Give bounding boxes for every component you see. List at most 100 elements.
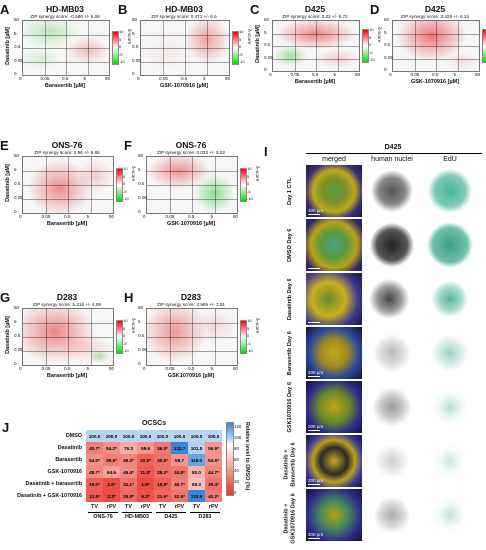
colorbar-tick: 10 — [247, 318, 252, 323]
x-tick-label: 0.05 — [40, 76, 50, 81]
heatmap-cell: 48.7* — [86, 466, 103, 478]
grid-line — [23, 171, 113, 172]
grid-line — [23, 199, 113, 200]
panel-label: J — [2, 420, 10, 435]
colorbar — [362, 29, 369, 63]
y-tick-label: 50 — [132, 17, 138, 22]
synergy-contour — [316, 48, 359, 69]
x-axis-label: GSK1070916 [µM] — [167, 373, 215, 379]
panel-title: D283 — [180, 292, 202, 302]
heatmap-cell: 30.6* — [154, 454, 171, 466]
human-nuclei-image — [364, 219, 420, 271]
y-tick-label: 5 — [138, 319, 141, 324]
y-tick-label: 0.5 — [132, 44, 139, 49]
x-tick-label: 5 — [203, 76, 206, 81]
y-tick-label: 0.5 — [264, 42, 271, 47]
grid-line — [23, 351, 113, 352]
synergy-map — [272, 20, 360, 72]
grid-line — [141, 61, 229, 62]
human-nuclei-image — [364, 435, 420, 487]
y-tick-label: 0.5 — [14, 333, 21, 338]
x-tick-label: 0.5 — [188, 214, 195, 219]
heatmap-cell: 40.2* — [205, 490, 222, 502]
heatmap-cell: 54.0* — [86, 454, 103, 466]
y-tick-label: 50 — [14, 153, 20, 158]
panel-label: C — [250, 2, 260, 17]
y-tick-label: 50 — [14, 305, 20, 310]
heatmap-cell: 30.4* — [205, 478, 222, 490]
colorbar-tick: -5 — [123, 188, 127, 194]
heatmap-cell: 59.6 — [137, 442, 154, 454]
colorbar-tick: 120 — [234, 424, 242, 429]
heatmap-cell: 100.0 — [154, 430, 171, 442]
grid-line — [163, 21, 164, 75]
group-bracket — [122, 512, 152, 513]
human-nuclei-image — [364, 273, 420, 325]
y-tick-label: 0 — [14, 209, 17, 214]
heatmap-cell: 28.2* — [154, 466, 171, 478]
synergy-map — [140, 20, 230, 76]
grid-line — [23, 48, 109, 49]
x-axis-label: Barasertib [µM] — [44, 83, 86, 89]
heatmap-cell: 15.9* — [154, 478, 171, 490]
grid-line — [337, 21, 338, 71]
synergy-contour — [23, 48, 62, 70]
panel-title: HD-MB03 — [165, 4, 203, 14]
y-tick-label: 0.05 — [14, 57, 23, 63]
synergy-map — [22, 20, 110, 76]
heatmap-cell: 100.0 — [120, 430, 137, 442]
synergy-panel-b: B HD-MB03 ZIP synergy score: 0.471 +/- 6.6… — [118, 2, 252, 130]
y-tick-label: 5 — [264, 29, 267, 35]
x-tick-label: 0.05 — [159, 76, 168, 81]
y-tick-label: 0.5 — [138, 333, 145, 338]
heatmap-cell: 100.0 — [205, 430, 222, 442]
y-tick-label: 0 — [384, 67, 387, 72]
colorbar — [116, 320, 123, 354]
y-tick-label: 5 — [384, 29, 387, 35]
colorbar-tick: 5 — [119, 36, 122, 42]
heatmap-cell: 100.0 — [188, 430, 205, 442]
panel-label: D — [370, 2, 380, 17]
panel-title: D425 — [384, 144, 402, 151]
merged-image — [306, 273, 362, 325]
y-tick-label: 0 — [14, 71, 17, 76]
scale-bar — [308, 322, 320, 323]
row-label: Dasatinib + GSK1070916 Day 6 — [283, 493, 297, 544]
header-rule — [306, 153, 482, 154]
colorbar — [240, 168, 247, 202]
y-tick-label: 5 — [132, 30, 135, 36]
zip-score: ZIP synergy score: 0.471 +/- 6.6 — [151, 14, 217, 19]
scale-bar — [308, 214, 320, 215]
heatmap-cell: 100.0 — [137, 430, 154, 442]
synergy-contour — [147, 309, 206, 363]
x-tick-label: 5 — [83, 76, 87, 81]
grid-line — [147, 171, 237, 172]
human-nuclei-image — [364, 489, 420, 541]
colorbar-tick: 10 — [239, 29, 244, 34]
synergy-panel-d: D D425 ZIP synergy score: 3.429 +/- 6.24 0 0… — [370, 2, 486, 126]
y-tick-label: 0.05 — [132, 57, 141, 63]
y-axis-label: Dasatinib [µM] — [255, 25, 261, 63]
y-tick-label: 50 — [264, 17, 270, 22]
colorbar-tick: 0 — [239, 44, 242, 49]
row-label: Day 1 CTL — [286, 177, 293, 205]
heatmap-cell: 54.9* — [205, 454, 222, 466]
heatmap-row-label: DMSO — [65, 433, 82, 439]
y-tick-label: 5 — [138, 167, 141, 172]
synergy-contour — [141, 37, 194, 70]
merged-image: 100 µm — [306, 165, 362, 217]
grid-line — [185, 21, 186, 75]
grid-line — [141, 34, 229, 35]
x-tick-label: 0 — [19, 76, 22, 81]
y-tick-label: 50 — [138, 305, 144, 310]
zip-score: ZIP synergy score: 3.429 +/- 6.24 — [401, 14, 469, 19]
y-tick-label: 50 — [138, 153, 144, 158]
column-header: EdU — [443, 156, 457, 163]
colorbar-tick: -10 — [119, 59, 125, 64]
grid-line — [147, 323, 237, 324]
grid-line — [44, 21, 45, 75]
row-label: DMSO Day 6 — [286, 228, 293, 262]
heatmap-cell: 44.7* — [205, 466, 222, 478]
synergy-contour — [88, 349, 111, 364]
heatmap-group-label: D425 — [164, 514, 178, 520]
